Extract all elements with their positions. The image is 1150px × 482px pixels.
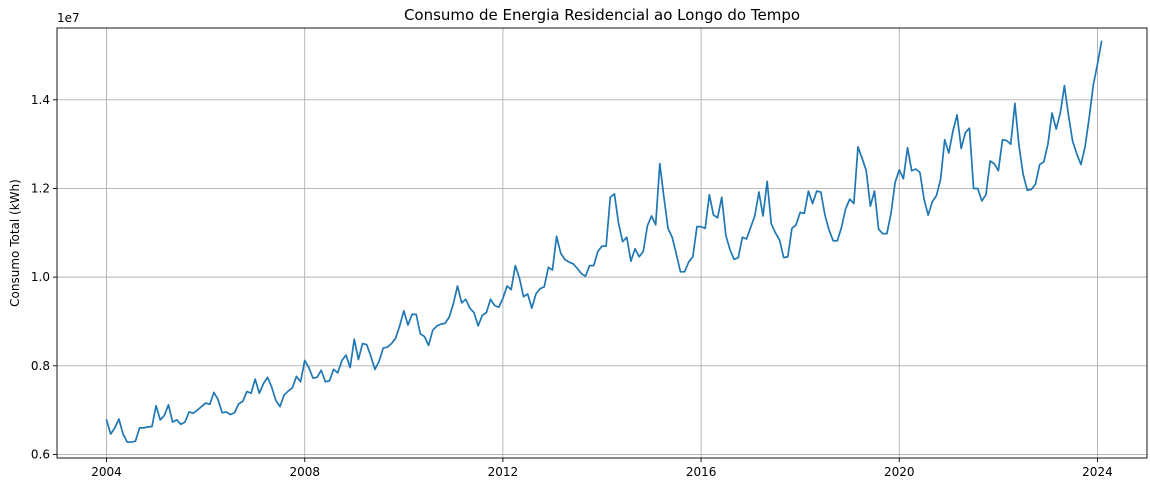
y-tick-label: 1.0 <box>31 270 50 284</box>
x-tick-label: 2020 <box>884 465 915 479</box>
chart-title: Consumo de Energia Residencial ao Longo … <box>404 6 800 24</box>
x-tick-label: 2008 <box>289 465 320 479</box>
x-tick-label: 2024 <box>1082 465 1113 479</box>
plot-frame <box>56 27 1148 459</box>
axis-ticks <box>53 99 1098 462</box>
y-axis-label: Consumo Total (kWh) <box>8 179 22 307</box>
y-tick-label: 0.8 <box>31 359 50 373</box>
series-line <box>105 40 1103 443</box>
x-tick-label: 2016 <box>686 465 717 479</box>
y-tick-labels: 0.6 0.8 1.0 1.2 1.4 <box>31 93 50 462</box>
y-tick-label: 1.4 <box>31 93 50 107</box>
y-tick-label: 0.6 <box>31 447 50 461</box>
x-tick-label: 2004 <box>91 465 122 479</box>
y-offset-label: 1e7 <box>57 11 80 25</box>
x-tick-label: 2012 <box>488 465 519 479</box>
grid-lines <box>57 28 1147 458</box>
y-tick-label: 1.2 <box>31 181 50 195</box>
x-tick-labels: 2004 2008 2012 2016 2020 2024 <box>91 465 1112 479</box>
